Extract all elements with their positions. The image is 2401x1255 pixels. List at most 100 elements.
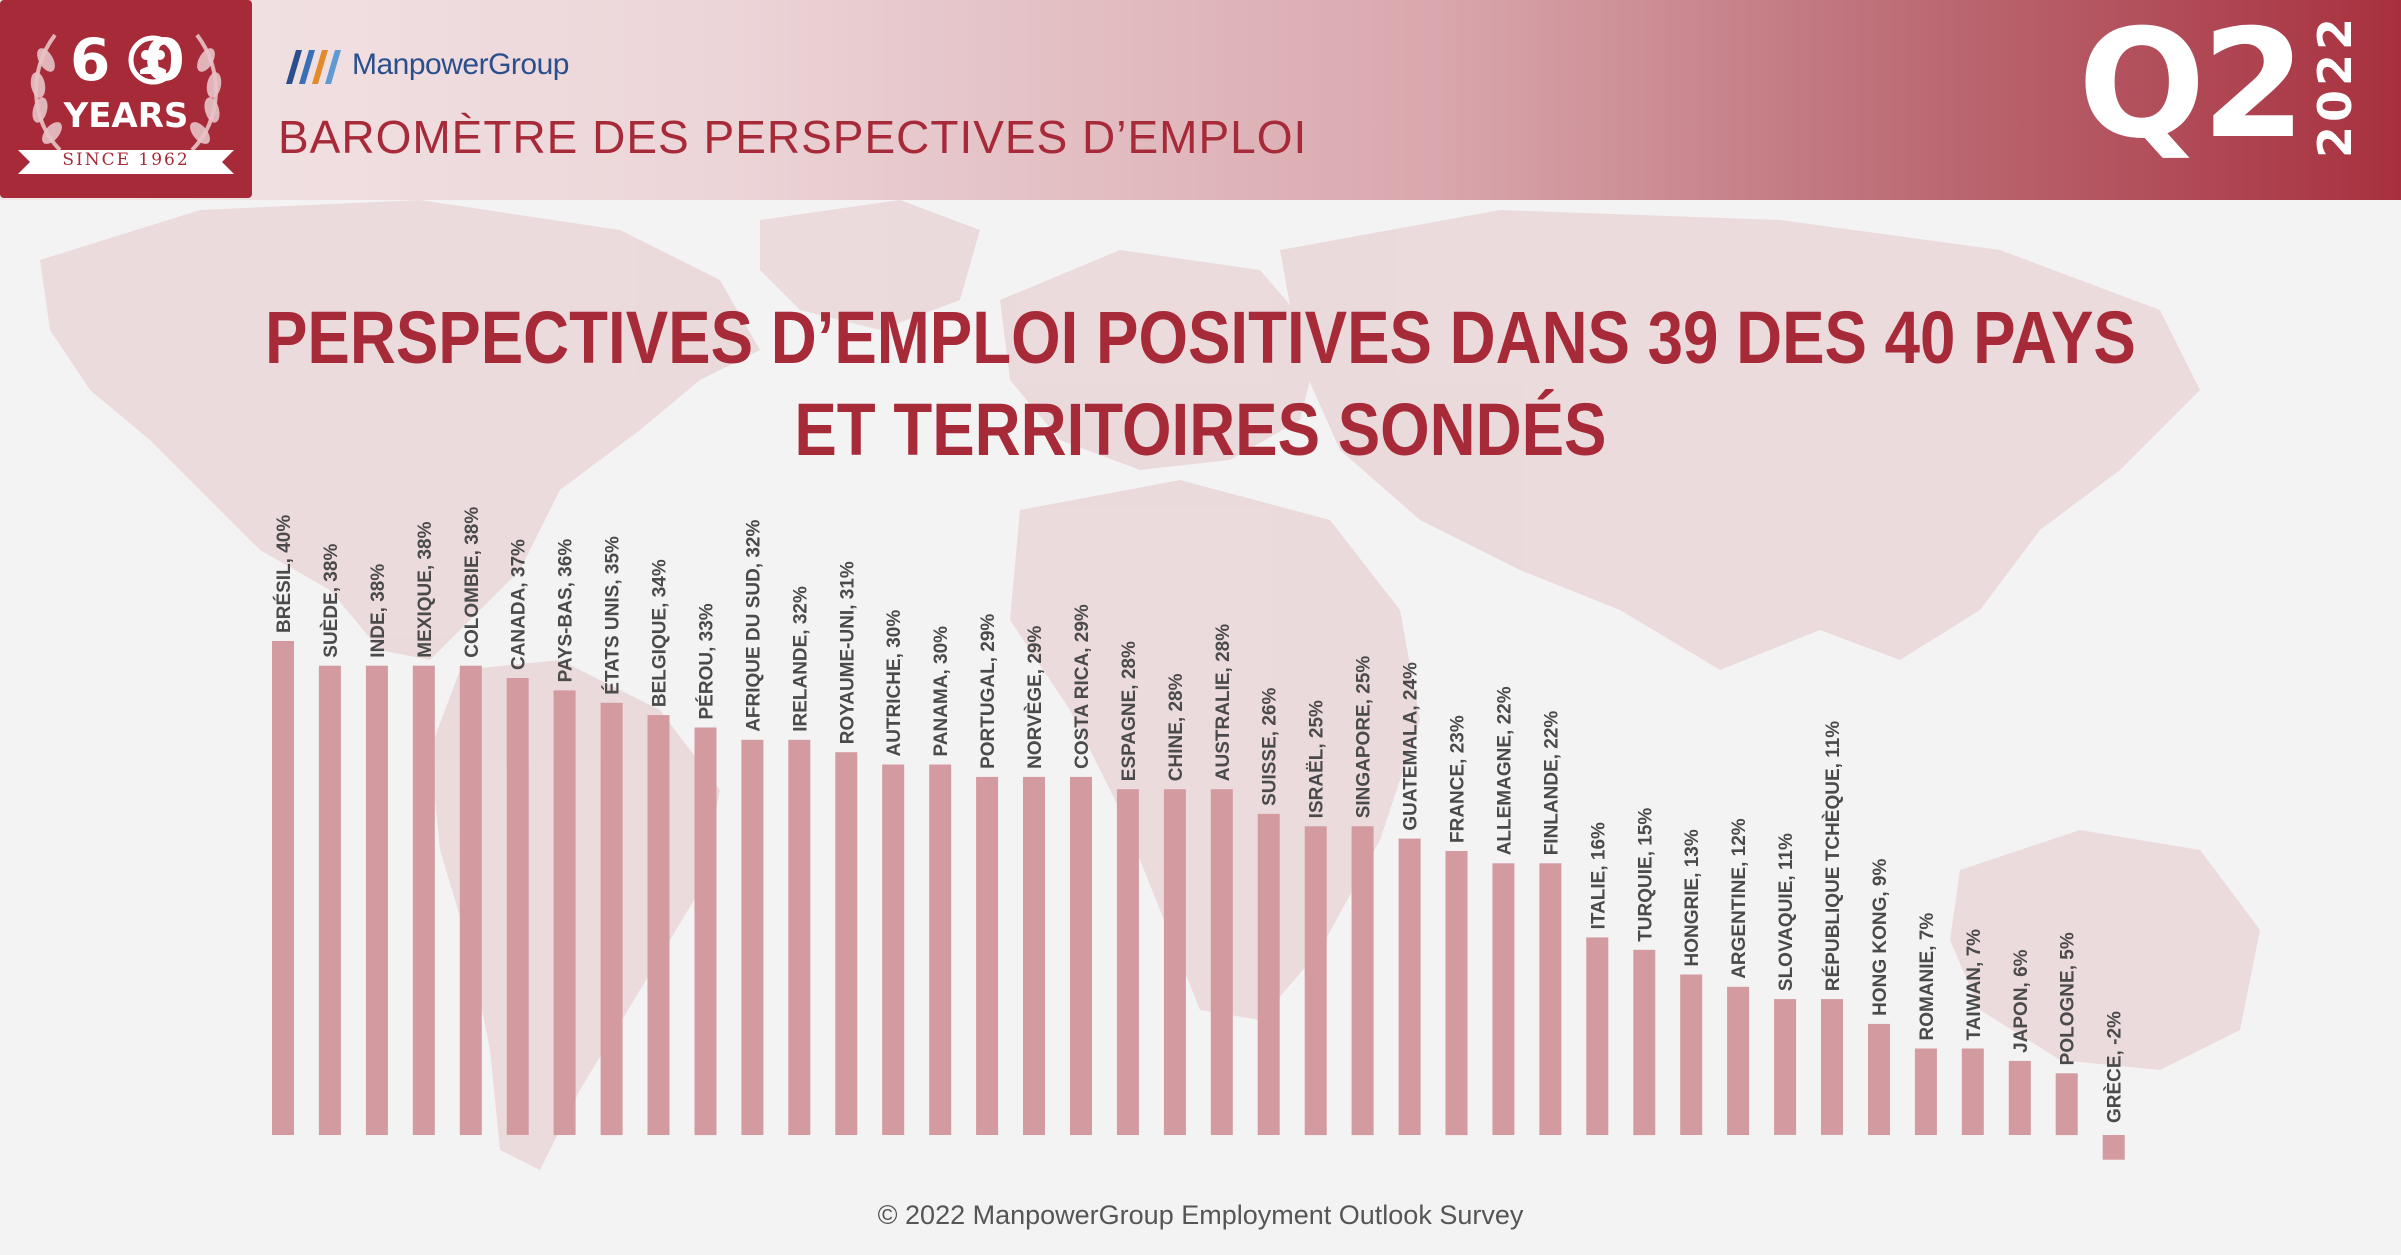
- bar-label-31: ARGENTINE, 12%: [1729, 818, 1750, 979]
- bar-30: [1680, 974, 1703, 1135]
- greenland-shape: [760, 200, 980, 330]
- bar-label-8: BELGIQUE, 34%: [650, 559, 671, 707]
- bar-38: [2055, 1073, 2078, 1136]
- footer-copyright: © 2022 ManpowerGroup Employment Outlook …: [877, 1200, 1524, 1230]
- bar-label-10: AFRIQUE DU SUD, 32%: [743, 519, 764, 731]
- bar-label-24: GUATEMALA, 24%: [1401, 662, 1422, 831]
- bar-21: [1257, 813, 1280, 1135]
- bar-18: [1116, 789, 1139, 1135]
- bar-label-14: PANAMA, 30%: [931, 626, 952, 757]
- bar-8: [647, 715, 670, 1135]
- sixty-years-badge: 60 YEARS SINCE 1962: [0, 0, 252, 198]
- header-title: BAROMÈTRE DES PERSPECTIVES D’EMPLOI: [278, 111, 1308, 163]
- bar-label-25: FRANCE, 23%: [1448, 715, 1469, 843]
- bar-7: [600, 702, 623, 1136]
- bar-6: [553, 690, 576, 1135]
- bar-label-22: ISRAËL, 25%: [1307, 700, 1328, 818]
- bar-12: [835, 752, 858, 1135]
- bar-label-29: TURQUIE, 15%: [1635, 808, 1656, 942]
- bar-label-4: COLOMBIE, 38%: [462, 507, 483, 658]
- bar-label-6: PAYS-BAS, 36%: [556, 539, 577, 683]
- bar-label-19: CHINE, 28%: [1166, 673, 1187, 781]
- bar-33: [1821, 999, 1843, 1135]
- bar-5: [506, 678, 529, 1135]
- bar-14: [929, 764, 952, 1135]
- bar-label-0: BRÉSIL, 40%: [273, 515, 295, 633]
- bar-39: [2102, 1135, 2125, 1160]
- bar-label-17: COSTA RICA, 29%: [1072, 604, 1093, 769]
- bar-label-34: HONG KONG, 9%: [1870, 858, 1891, 1015]
- bar-label-36: TAIWAN, 7%: [1964, 929, 1985, 1041]
- badge-number: 60: [70, 26, 219, 94]
- laurel-wreath-icon: [18, 33, 234, 174]
- bar-24: [1398, 838, 1421, 1135]
- bar-label-30: HONGRIE, 13%: [1682, 829, 1703, 966]
- bar-13: [882, 764, 905, 1135]
- bar-label-9: PÉROU, 33%: [696, 603, 718, 719]
- bar-label-2: INDE, 38%: [368, 564, 389, 658]
- badge-since: SINCE 1962: [62, 150, 190, 170]
- bar-label-18: ESPAGNE, 28%: [1119, 641, 1140, 781]
- quarter-label: Q2: [2078, 0, 2306, 172]
- chart-title: PERSPECTIVES D’EMPLOI POSITIVES DANS 39 …: [168, 292, 2233, 476]
- bar-label-37: JAPON, 6%: [2011, 949, 2032, 1053]
- bar-label-33: RÉPUBLIQUE TCHÈQUE, 11%: [1822, 721, 1844, 991]
- manpowergroup-logo-icon: [286, 50, 341, 84]
- bar-32: [1774, 999, 1797, 1135]
- chart-title-line-1: PERSPECTIVES D’EMPLOI POSITIVES DANS 39 …: [264, 296, 2136, 379]
- bar-label-21: SUISSE, 26%: [1260, 688, 1281, 806]
- bar-label-12: ROYAUME-UNI, 31%: [837, 561, 858, 744]
- australia-shape: [1950, 830, 2260, 1070]
- bar-28: [1586, 937, 1609, 1135]
- bar-31: [1727, 986, 1750, 1135]
- bar-label-3: MEXIQUE, 38%: [415, 521, 436, 657]
- bar-label-16: NORVÈGE, 29%: [1024, 626, 1046, 769]
- bar-label-38: POLOGNE, 5%: [2058, 932, 2079, 1065]
- north-america-shape: [40, 200, 760, 660]
- bar-3: [412, 665, 435, 1135]
- bar-10: [741, 739, 764, 1135]
- bar-0: [272, 641, 294, 1135]
- bar-36: [1961, 1048, 1984, 1135]
- bar-label-11: IRELANDE, 32%: [790, 586, 811, 732]
- bar-label-20: AUSTRALIE, 28%: [1213, 624, 1234, 781]
- badge-word: YEARS: [63, 96, 189, 136]
- bar-9: [694, 727, 717, 1136]
- bar-34: [1868, 1023, 1890, 1135]
- bar-label-27: FINLANDE, 22%: [1541, 711, 1562, 856]
- bar-label-1: SUÈDE, 38%: [320, 544, 342, 658]
- bar-35: [1914, 1048, 1937, 1135]
- world-map-background: [40, 200, 2260, 1170]
- bar-label-5: CANADA, 37%: [509, 539, 530, 670]
- chart-title-line-2: ET TERRITOIRES SONDÉS: [794, 388, 1607, 471]
- bar-1: [318, 665, 341, 1135]
- bar-25: [1445, 851, 1468, 1136]
- bar-2: [365, 665, 388, 1135]
- bar-29: [1633, 949, 1656, 1136]
- brand-name: ManpowerGroup: [352, 48, 569, 81]
- bar-label-39: GRÈCE, -2%: [2104, 1011, 2126, 1123]
- bar-label-35: ROMANIE, 7%: [1917, 913, 1938, 1041]
- bar-16: [1023, 776, 1045, 1135]
- bar-27: [1539, 863, 1562, 1135]
- bar-label-28: ITALIE, 16%: [1588, 822, 1609, 929]
- people-icon: [128, 35, 178, 85]
- bar-15: [976, 776, 999, 1135]
- bar-26: [1492, 863, 1515, 1135]
- bar-label-32: SLOVAQUIE, 11%: [1776, 833, 1797, 991]
- bar-label-23: SINGAPORE, 25%: [1354, 656, 1375, 819]
- brand-logo: ManpowerGroup: [280, 44, 569, 86]
- asia-shape: [1280, 210, 2200, 670]
- europe-shape: [1000, 250, 1320, 470]
- bar-label-15: PORTUGAL, 29%: [978, 614, 999, 769]
- bar-label-13: AUTRICHE, 30%: [884, 610, 905, 757]
- bar-4: [459, 665, 482, 1135]
- bar-20: [1210, 789, 1233, 1135]
- bar-label-26: ALLEMAGNE, 22%: [1494, 686, 1515, 855]
- bar-37: [2008, 1060, 2031, 1135]
- bar-17: [1070, 776, 1092, 1135]
- bar-11: [788, 739, 811, 1135]
- bar-23: [1351, 826, 1374, 1136]
- bar-22: [1304, 826, 1327, 1136]
